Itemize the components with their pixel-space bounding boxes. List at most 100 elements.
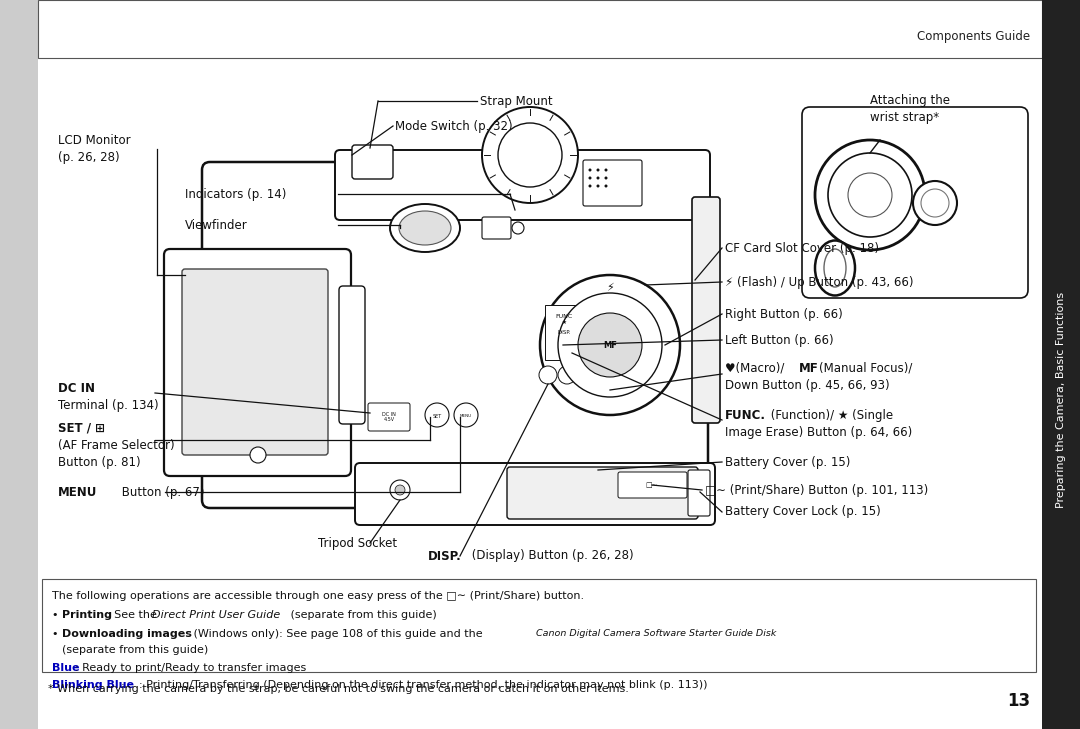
FancyBboxPatch shape xyxy=(802,107,1028,298)
FancyBboxPatch shape xyxy=(335,150,710,220)
Bar xyxy=(1042,0,1080,729)
FancyBboxPatch shape xyxy=(692,197,720,423)
Circle shape xyxy=(249,447,266,463)
Text: (Display) Button (p. 26, 28): (Display) Button (p. 26, 28) xyxy=(468,550,634,563)
Circle shape xyxy=(596,168,599,171)
Text: MF: MF xyxy=(603,340,617,349)
FancyBboxPatch shape xyxy=(183,269,328,455)
Circle shape xyxy=(454,403,478,427)
Circle shape xyxy=(596,184,599,187)
Text: Battery Cover (p. 15): Battery Cover (p. 15) xyxy=(725,456,850,469)
Circle shape xyxy=(596,176,599,179)
FancyBboxPatch shape xyxy=(352,145,393,179)
Text: Button (p. 81): Button (p. 81) xyxy=(58,456,140,469)
Text: Terminal (p. 134): Terminal (p. 134) xyxy=(58,399,159,411)
Text: : Ready to print/Ready to transfer images: : Ready to print/Ready to transfer image… xyxy=(75,663,307,673)
Text: SET: SET xyxy=(432,413,442,418)
FancyBboxPatch shape xyxy=(507,467,698,519)
Circle shape xyxy=(605,168,607,171)
Circle shape xyxy=(498,123,562,187)
FancyBboxPatch shape xyxy=(583,160,642,206)
Text: CF Card Slot Cover (p. 18): CF Card Slot Cover (p. 18) xyxy=(725,241,879,254)
Text: DISP.: DISP. xyxy=(428,550,462,563)
Text: FUNC.: FUNC. xyxy=(725,408,766,421)
Text: (separate from this guide): (separate from this guide) xyxy=(62,645,208,655)
Text: Indicators (p. 14): Indicators (p. 14) xyxy=(185,187,286,200)
Bar xyxy=(42,579,1036,672)
Text: Tripod Socket: Tripod Socket xyxy=(318,537,397,550)
Circle shape xyxy=(540,275,680,415)
Circle shape xyxy=(512,222,524,234)
Circle shape xyxy=(605,176,607,179)
Text: LCD Monitor: LCD Monitor xyxy=(58,133,131,147)
Text: (AF Frame Selector): (AF Frame Selector) xyxy=(58,439,175,451)
Bar xyxy=(545,305,583,360)
Circle shape xyxy=(578,313,642,377)
Circle shape xyxy=(390,480,410,500)
Bar xyxy=(38,0,1042,58)
Text: Blue: Blue xyxy=(52,663,80,673)
Text: Down Button (p. 45, 66, 93): Down Button (p. 45, 66, 93) xyxy=(725,378,890,391)
Text: DC IN: DC IN xyxy=(58,381,95,394)
Circle shape xyxy=(589,176,592,179)
Text: ⚡: ⚡ xyxy=(606,283,613,293)
Text: MF: MF xyxy=(799,362,819,375)
Circle shape xyxy=(589,184,592,187)
Ellipse shape xyxy=(824,249,846,287)
Circle shape xyxy=(482,107,578,203)
Text: : Printing/Transferring (Depending on the direct transfer method, the indicator : : Printing/Transferring (Depending on th… xyxy=(139,680,707,690)
Circle shape xyxy=(815,140,924,250)
Text: Direct Print User Guide: Direct Print User Guide xyxy=(152,610,280,620)
Text: FUNC: FUNC xyxy=(555,313,572,319)
Text: Canon Digital Camera Software Starter Guide Disk: Canon Digital Camera Software Starter Gu… xyxy=(536,629,777,638)
Circle shape xyxy=(577,366,595,384)
Circle shape xyxy=(395,485,405,495)
Text: Printing: Printing xyxy=(62,610,112,620)
Text: Attaching the: Attaching the xyxy=(870,93,950,106)
Text: Right Button (p. 66): Right Button (p. 66) xyxy=(725,308,842,321)
Text: : See the: : See the xyxy=(107,610,160,620)
FancyBboxPatch shape xyxy=(368,403,410,431)
Circle shape xyxy=(589,168,592,171)
Bar xyxy=(1042,0,1080,729)
Text: Strap Mount: Strap Mount xyxy=(480,95,553,107)
Text: Mode Switch (p. 32): Mode Switch (p. 32) xyxy=(395,120,513,133)
Circle shape xyxy=(558,293,662,397)
Text: The following operations are accessible through one easy press of the □∼ (Print/: The following operations are accessible … xyxy=(52,591,584,601)
Text: Button (p. 67): Button (p. 67) xyxy=(118,486,204,499)
Text: Left Button (p. 66): Left Button (p. 66) xyxy=(725,333,834,346)
FancyBboxPatch shape xyxy=(202,162,708,508)
Text: Blinking Blue: Blinking Blue xyxy=(52,680,134,690)
Ellipse shape xyxy=(399,211,451,245)
Ellipse shape xyxy=(390,204,460,252)
Text: •: • xyxy=(52,629,62,639)
Text: □∼ (Print/Share) Button (p. 101, 113): □∼ (Print/Share) Button (p. 101, 113) xyxy=(705,483,928,496)
FancyBboxPatch shape xyxy=(164,249,351,476)
Circle shape xyxy=(921,189,949,217)
Bar xyxy=(0,0,38,729)
Text: □∼: □∼ xyxy=(646,482,658,488)
Text: (Function)/ ★ (Single: (Function)/ ★ (Single xyxy=(767,408,893,421)
Text: Viewfinder: Viewfinder xyxy=(185,219,247,232)
Text: Downloading images: Downloading images xyxy=(62,629,192,639)
Text: Image Erase) Button (p. 64, 66): Image Erase) Button (p. 64, 66) xyxy=(725,426,913,439)
Text: (separate from this guide): (separate from this guide) xyxy=(287,610,436,620)
Text: wrist strap*: wrist strap* xyxy=(870,111,940,123)
Text: ♥(Macro)/: ♥(Macro)/ xyxy=(725,362,788,375)
Circle shape xyxy=(539,366,557,384)
Text: * When carrying the camera by the strap, be careful not to swing the camera or c: * When carrying the camera by the strap,… xyxy=(48,684,629,694)
Text: MENU: MENU xyxy=(460,414,472,418)
Text: ★: ★ xyxy=(562,319,566,324)
Text: Components Guide: Components Guide xyxy=(917,29,1030,42)
Text: MENU: MENU xyxy=(58,486,97,499)
Circle shape xyxy=(848,173,892,217)
Text: SET / ⊞: SET / ⊞ xyxy=(58,421,105,434)
FancyBboxPatch shape xyxy=(355,463,715,525)
Text: ⚡ (Flash) / Up Button (p. 43, 66): ⚡ (Flash) / Up Button (p. 43, 66) xyxy=(725,276,914,289)
Circle shape xyxy=(558,366,576,384)
FancyBboxPatch shape xyxy=(339,286,365,424)
FancyBboxPatch shape xyxy=(618,472,687,498)
Ellipse shape xyxy=(815,241,855,295)
Text: DISP.: DISP. xyxy=(557,330,570,335)
Circle shape xyxy=(913,181,957,225)
